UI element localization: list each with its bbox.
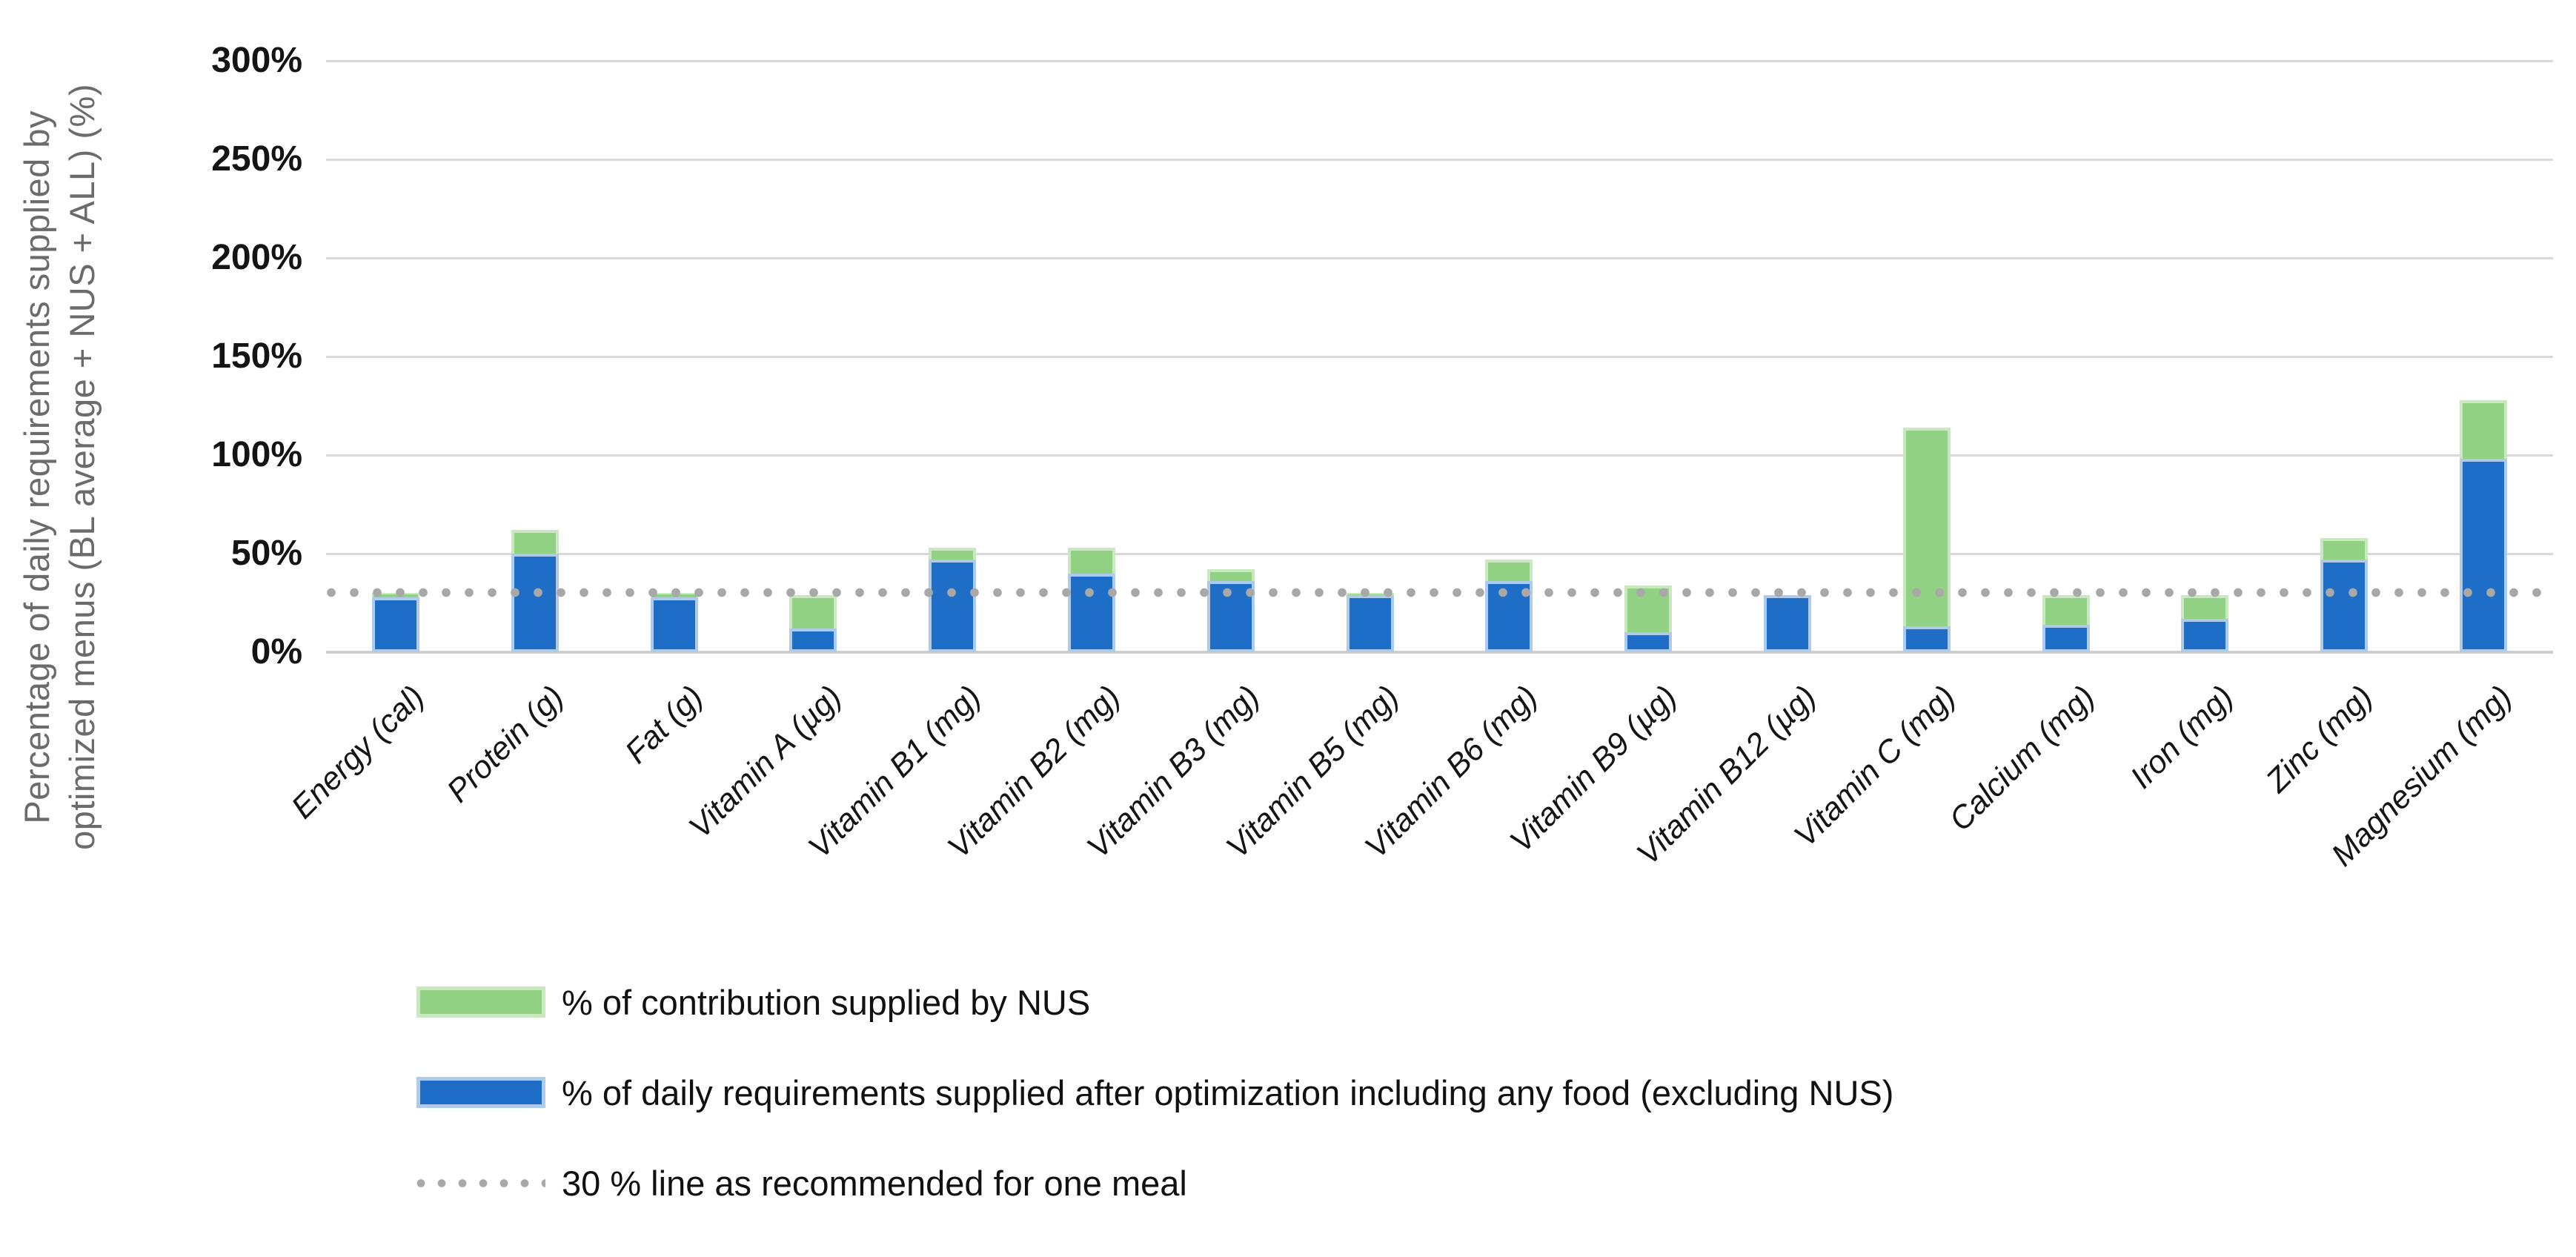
blue-segment — [1764, 594, 1812, 652]
blue-segment — [2460, 459, 2508, 652]
y-axis-ticks: 300% 250% 200% 150% 100% 50% 0% — [0, 42, 302, 671]
gridline-0 — [326, 651, 2553, 654]
green-segment — [2181, 594, 2229, 619]
bar-slot — [1996, 61, 2136, 652]
y-tick-50: 50% — [230, 534, 302, 573]
stacked-bar-13 — [2042, 594, 2090, 652]
gridline-300 — [326, 60, 2553, 62]
x-label: Protein (g) — [439, 679, 571, 809]
blue-segment — [1902, 626, 1951, 652]
blue-segment — [2320, 559, 2368, 652]
stacked-bar-1 — [371, 593, 419, 652]
bar-slot — [465, 61, 605, 652]
x-label: Iron (mg) — [2124, 679, 2241, 796]
bars-container — [326, 61, 2553, 652]
legend: % of contribution supplied by NUS % of da… — [416, 983, 1893, 1257]
blue-segment — [929, 559, 977, 652]
green-segment — [2320, 537, 2368, 560]
bar-slot — [2274, 61, 2414, 652]
bar-slot — [883, 61, 1022, 652]
bar-slot — [1161, 61, 1301, 652]
legend-item-nus: % of contribution supplied by NUS — [416, 983, 1893, 1022]
y-tick-100: 100% — [211, 435, 302, 474]
stacked-bar-9 — [1485, 560, 1533, 652]
bar-slot — [1022, 61, 1161, 652]
gridline-250 — [326, 159, 2553, 161]
stacked-bar-11 — [1764, 594, 1812, 652]
y-tick-250: 250% — [211, 139, 302, 179]
blue-segment — [1346, 594, 1394, 652]
green-segment — [2042, 594, 2090, 625]
legend-item-refline-label: 30 % line as recommended for one meal — [562, 1163, 1187, 1203]
stacked-bar-12 — [1902, 427, 1951, 652]
gridline-150 — [326, 356, 2553, 358]
stacked-bar-3 — [650, 593, 698, 652]
y-tick-0: 0% — [250, 632, 302, 671]
blue-segment — [1624, 632, 1673, 652]
bar-slot — [743, 61, 883, 652]
blue-segment — [650, 597, 698, 652]
gridline-100 — [326, 454, 2553, 457]
blue-segment — [511, 554, 559, 652]
legend-swatch-refline — [416, 1178, 545, 1188]
green-segment — [1067, 548, 1115, 574]
legend-item-refline: 30 % line as recommended for one meal — [416, 1164, 1893, 1203]
legend-item-optimized: % of daily requirements supplied after o… — [416, 1073, 1893, 1112]
stacked-bar-4 — [789, 594, 837, 652]
stacked-bar-14 — [2181, 594, 2229, 652]
green-segment — [929, 548, 977, 560]
x-label: Energy (cal) — [285, 679, 431, 826]
stacked-bar-5 — [929, 548, 977, 652]
x-label: Calcium (mg) — [1942, 679, 2102, 838]
x-axis-labels: Energy (cal) Protein (g) Fat (g) Vitamin A … — [285, 652, 2553, 978]
y-tick-300: 300% — [211, 41, 302, 80]
gridline-200 — [326, 257, 2553, 259]
bar-slot — [605, 61, 744, 652]
green-segment — [1485, 560, 1533, 582]
y-tick-150: 150% — [211, 336, 302, 376]
blue-segment — [1067, 573, 1115, 652]
x-label: Fat (g) — [617, 679, 710, 771]
green-segment — [511, 530, 559, 554]
bar-slot — [326, 61, 465, 652]
blue-segment — [789, 628, 837, 652]
blue-segment — [2042, 624, 2090, 652]
stacked-bar-2 — [511, 530, 559, 652]
blue-segment — [371, 597, 419, 652]
stacked-bar-6 — [1067, 548, 1115, 652]
bar-slot — [1579, 61, 1718, 652]
green-segment — [1206, 569, 1255, 582]
bar-slot — [2136, 61, 2275, 652]
stacked-bar-8 — [1346, 593, 1394, 652]
green-segment — [789, 594, 837, 629]
bar-slot — [1301, 61, 1440, 652]
blue-segment — [2181, 618, 2229, 652]
legend-item-nus-label: % of contribution supplied by NUS — [562, 982, 1091, 1022]
stacked-bar-16 — [2460, 399, 2508, 652]
bar-slot — [2414, 61, 2553, 652]
bar-slot — [1440, 61, 1579, 652]
bar-slot — [1857, 61, 1996, 652]
stacked-bar-15 — [2320, 537, 2368, 652]
bar-slot — [1718, 61, 1857, 652]
legend-swatch-optimized — [416, 1077, 545, 1108]
legend-swatch-nus — [416, 986, 545, 1018]
reference-line-30pct — [326, 588, 2553, 598]
stacked-bar-7 — [1206, 569, 1255, 652]
green-segment — [2460, 399, 2508, 460]
x-label: Zinc (mg) — [2259, 679, 2380, 800]
legend-item-optimized-label: % of daily requirements supplied after o… — [562, 1072, 1894, 1112]
y-tick-200: 200% — [211, 238, 302, 277]
gridline-50 — [326, 553, 2553, 555]
plot-area — [326, 60, 2553, 654]
